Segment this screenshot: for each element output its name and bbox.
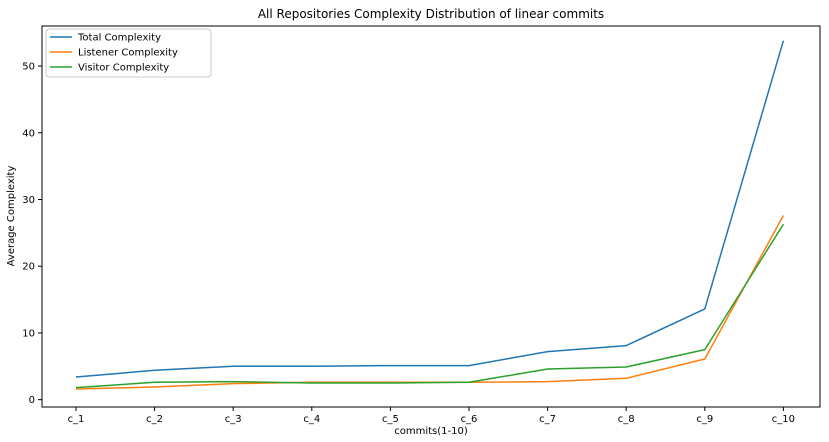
plot-area-frame xyxy=(41,25,821,408)
x-tick-label: c_9 xyxy=(696,414,713,425)
y-tick-label: 20 xyxy=(22,262,35,273)
series-line-total-complexity xyxy=(75,40,785,378)
legend: Total Complexity Listener Complexity Visit… xyxy=(45,28,212,78)
legend-box xyxy=(45,28,212,78)
y-tick-label: 50 xyxy=(22,62,35,73)
legend-entry-label: Visitor Complexity xyxy=(78,63,169,74)
x-tick-label: c_10 xyxy=(772,414,795,425)
y-axis: 0 10 20 30 40 50 xyxy=(22,62,42,406)
legend-entry-label: Total Complexity xyxy=(77,33,161,44)
legend-entry-label: Listener Complexity xyxy=(78,48,178,59)
y-axis-label: Average Complexity xyxy=(6,166,17,267)
y-tick-label: 0 xyxy=(29,395,35,406)
x-tick-label: c_6 xyxy=(461,414,478,425)
x-tick-label: c_4 xyxy=(303,414,320,425)
x-tick-label: c_5 xyxy=(382,414,399,425)
series-line-visitor-complexity xyxy=(75,223,785,389)
x-tick-label: c_2 xyxy=(146,414,163,425)
x-tick-label: c_3 xyxy=(225,414,242,425)
y-tick-label: 40 xyxy=(22,128,35,139)
x-tick-label: c_8 xyxy=(618,414,635,425)
series-lines xyxy=(75,40,785,390)
x-tick-label: c_7 xyxy=(539,414,556,425)
series-line-listener-complexity xyxy=(75,215,785,390)
y-tick-label: 10 xyxy=(22,328,35,339)
x-tick-label: c_1 xyxy=(68,414,85,425)
x-axis: c_1 c_2 c_3 c_4 c_5 c_6 c_7 c_8 c_9 c_10 xyxy=(68,407,795,425)
y-tick-label: 30 xyxy=(22,195,35,206)
x-axis-label: commits(1-10) xyxy=(394,426,468,437)
chart-title: All Repositories Complexity Distribution… xyxy=(258,7,604,21)
